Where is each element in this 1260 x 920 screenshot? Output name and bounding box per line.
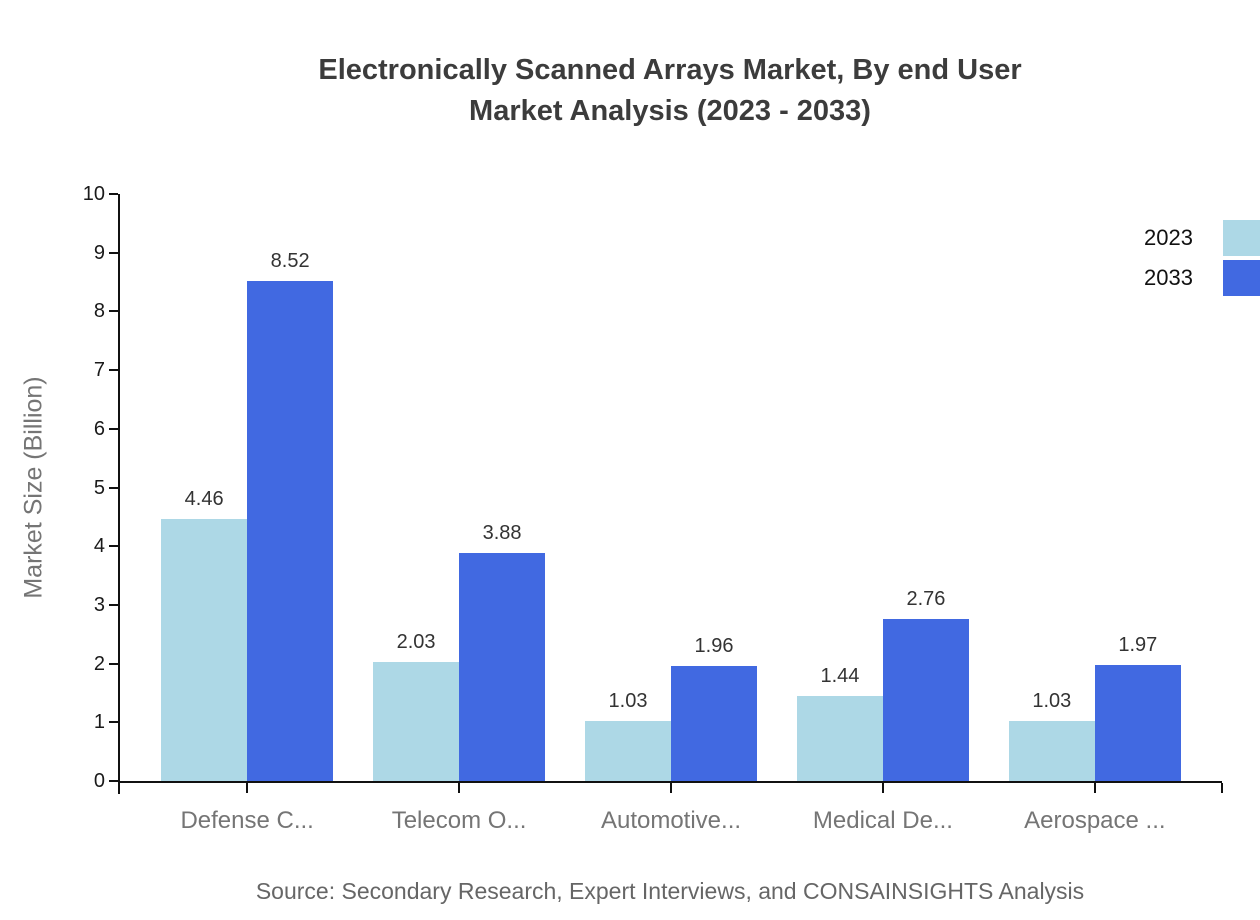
x-axis-category-label: Aerospace ... bbox=[1024, 807, 1166, 834]
bar-2023: 4.46 bbox=[161, 488, 248, 781]
x-axis-tick bbox=[881, 783, 884, 793]
x-axis-category-label: Telecom O... bbox=[391, 807, 527, 834]
y-axis-tick bbox=[109, 545, 118, 548]
legend-swatch bbox=[1223, 260, 1260, 296]
legend-item: 2033 bbox=[1144, 260, 1260, 296]
y-axis-tick bbox=[109, 603, 118, 606]
x-axis-category-label: Defense C... bbox=[180, 807, 314, 834]
x-axis-tick bbox=[246, 783, 249, 793]
y-axis-tick bbox=[109, 193, 118, 195]
y-axis-tick bbox=[109, 427, 118, 430]
source-note: Source: Secondary Research, Expert Inter… bbox=[255, 878, 1085, 904]
bar-value-label: 4.46 bbox=[184, 488, 224, 511]
y-axis-tick-label: 2 bbox=[93, 652, 105, 675]
bar-2033: 8.52 bbox=[247, 250, 334, 781]
y-axis-tick-label: 6 bbox=[93, 417, 105, 440]
bar-value-label: 8.52 bbox=[270, 249, 310, 272]
x-axis-end-tick bbox=[1221, 783, 1223, 793]
y-axis-tick-label: 0 bbox=[93, 770, 105, 792]
plot-area: 0 1 2 3 4 5 6 7 8 9 10 4.46 8.52 Defense C... 2.03 3.88… bbox=[83, 184, 1223, 834]
x-axis-tick bbox=[458, 783, 461, 793]
bar-2033: 1.96 bbox=[671, 635, 757, 781]
x-axis-tick bbox=[1093, 783, 1096, 793]
y-axis-tick-label: 10 bbox=[82, 183, 105, 205]
bar-value-label: 1.97 bbox=[1118, 634, 1158, 657]
x-axis-tick bbox=[670, 783, 672, 793]
y-axis-tick bbox=[109, 780, 118, 782]
y-axis-corner-tick bbox=[118, 781, 120, 794]
legend-label: 2033 bbox=[1144, 265, 1193, 290]
y-axis-tick-label: 8 bbox=[93, 300, 105, 323]
y-axis-tick-label: 9 bbox=[93, 241, 105, 264]
y-axis-title-box: Market Size (Billion) bbox=[8, 194, 60, 781]
bar-group: 2.03 3.88 Telecom O... bbox=[373, 194, 546, 834]
bar-value-label: 1.03 bbox=[608, 689, 648, 712]
bar-2033: 2.76 bbox=[882, 588, 969, 781]
y-axis-tick-label: 1 bbox=[93, 711, 105, 734]
bar-2023: 1.03 bbox=[1008, 690, 1095, 781]
bar-group: 1.03 1.96 Automotive... bbox=[585, 194, 757, 834]
bar-value-label: 3.88 bbox=[482, 522, 522, 545]
y-axis-tick bbox=[109, 662, 118, 665]
y-axis-tick bbox=[109, 310, 118, 313]
bar-group: 4.46 8.52 Defense C... bbox=[161, 194, 334, 834]
bar-2023: 2.03 bbox=[373, 631, 460, 781]
legend: 2023 2033 bbox=[1144, 220, 1260, 300]
y-axis-tick bbox=[109, 369, 118, 372]
y-axis-tick bbox=[109, 721, 118, 724]
bar-2033: 1.97 bbox=[1094, 634, 1181, 781]
bar-value-label: 2.03 bbox=[396, 630, 436, 653]
bar-2023: 1.03 bbox=[585, 690, 671, 781]
bar-value-label: 1.03 bbox=[1032, 689, 1072, 712]
bar-2033: 3.88 bbox=[459, 522, 546, 781]
y-axis-tick-label: 3 bbox=[93, 593, 105, 616]
chart-title: Electronically Scanned Arrays Market, By… bbox=[318, 54, 1022, 127]
y-axis-tick bbox=[109, 251, 118, 254]
legend-item: 2023 bbox=[1144, 220, 1260, 256]
y-axis-title: Market Size (Billion) bbox=[19, 376, 48, 599]
y-axis-tick bbox=[109, 486, 118, 489]
legend-swatch bbox=[1223, 220, 1260, 256]
bar-value-label: 2.76 bbox=[906, 588, 946, 610]
legend-label: 2023 bbox=[1144, 225, 1193, 250]
y-axis-tick-label: 4 bbox=[93, 535, 105, 558]
x-axis-category-label: Medical De... bbox=[812, 807, 953, 834]
y-axis-tick-label: 5 bbox=[93, 476, 105, 499]
bar-value-label: 1.44 bbox=[820, 665, 860, 688]
bar-value-label: 1.96 bbox=[694, 634, 734, 657]
x-axis-category-label: Automotive... bbox=[600, 807, 742, 834]
bar-group: 1.44 2.76 Medical De... bbox=[796, 194, 969, 834]
bar-group: 1.03 1.97 Aerospace ... bbox=[1008, 194, 1181, 834]
bar-2023: 1.44 bbox=[796, 665, 883, 781]
y-axis-tick-label: 7 bbox=[93, 359, 105, 382]
